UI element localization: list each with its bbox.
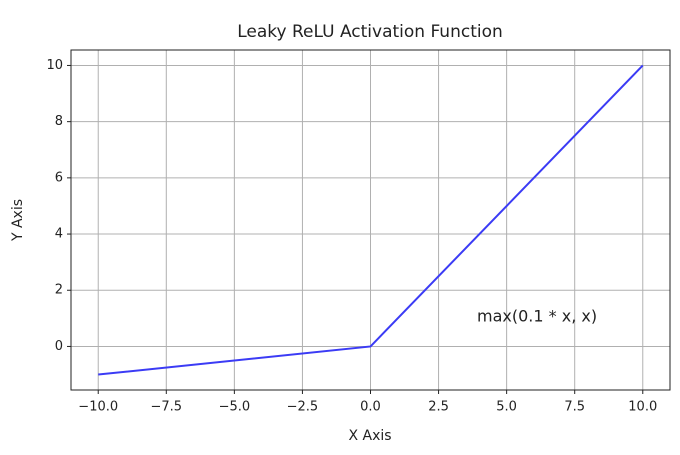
annotation: max(0.1 * x, x) [477, 307, 597, 326]
y-tick-label: 10 [46, 58, 63, 73]
x-tick-label: 0.0 [360, 400, 381, 415]
y-tick-label: 6 [55, 170, 63, 185]
y-tick-label: 0 [55, 339, 63, 354]
x-tick-label: 7.5 [564, 400, 585, 415]
x-tick-label: −10.0 [78, 400, 118, 415]
plot-frame [70, 49, 671, 391]
x-tick-label: −5.0 [219, 400, 251, 415]
y-tick-label: 8 [55, 114, 63, 129]
x-tick-label: −2.5 [287, 400, 319, 415]
x-tick-label: 2.5 [428, 400, 449, 415]
x-axis-label: X Axis [348, 428, 391, 444]
x-tick-label: 5.0 [496, 400, 517, 415]
y-tick-label: 4 [55, 227, 63, 242]
x-tick-label: −7.5 [151, 400, 183, 415]
y-tick-label: 2 [55, 283, 63, 298]
y-axis-label: Y Axis [10, 199, 26, 242]
x-tick-label: 10.0 [628, 400, 657, 415]
chart-title: Leaky ReLU Activation Function [237, 22, 503, 42]
line [98, 64, 644, 376]
